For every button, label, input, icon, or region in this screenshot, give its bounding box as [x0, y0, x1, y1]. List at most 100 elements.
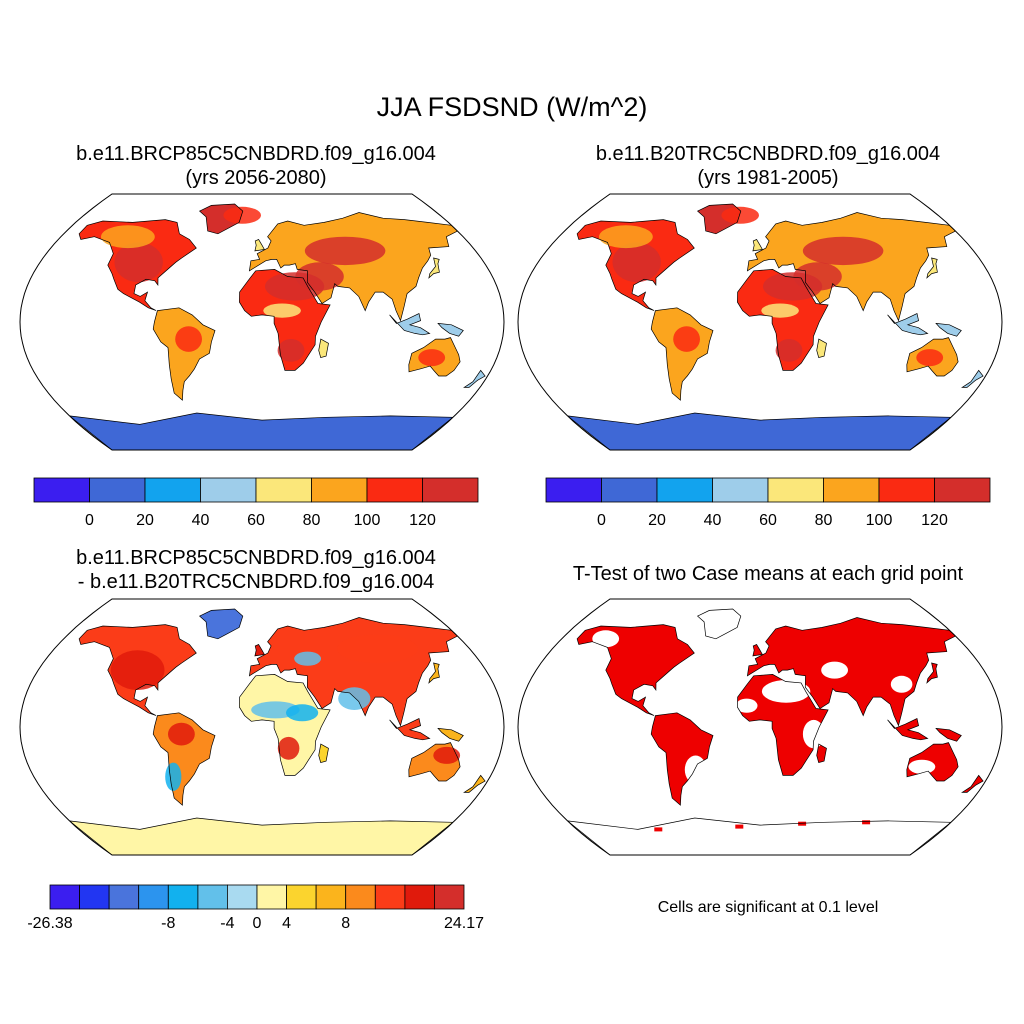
- colorbar-tick-label: 120: [921, 512, 948, 529]
- panel1-case-name: b.e11.BRCP85C5CNBDRD.f09_g16.004: [76, 143, 436, 165]
- land-newZealand: [962, 370, 984, 388]
- land-southAmerica: [651, 712, 713, 806]
- colorbar-1: 0 20 40 60 80 100 120: [33, 477, 479, 529]
- colorbar-swatch: [226, 884, 258, 910]
- field-patch: [721, 206, 759, 224]
- colorbar-swatch: [601, 477, 658, 503]
- field-patch: [916, 349, 944, 367]
- land-britain: [752, 239, 763, 251]
- land-britain: [254, 239, 265, 251]
- significant-cell: [862, 820, 871, 825]
- land-britain: [254, 644, 265, 656]
- panel2-title: b.e11.B20TRC5CNBDRD.f09_g16.004 (yrs 198…: [512, 142, 1024, 190]
- colorbar-swatch: [545, 477, 602, 503]
- land-indonesia: [887, 718, 928, 740]
- coastline-southAmerica: [650, 712, 714, 806]
- coastline-africa: [239, 269, 331, 371]
- coastline-northAmerica: [576, 624, 695, 716]
- coastline-madagascar: [816, 743, 827, 764]
- colorbar-swatch: [878, 477, 935, 503]
- globe-outline: [19, 598, 505, 856]
- coastline-madagascar: [816, 338, 827, 359]
- colorbar-swatch: [767, 477, 824, 503]
- coastline-australia: [408, 337, 461, 377]
- field-patch: [337, 634, 418, 663]
- coastline-southAmerica: [152, 712, 216, 806]
- non-significant-area: [890, 675, 913, 693]
- coastline-greenland: [696, 203, 742, 235]
- coastline-indonesia: [389, 717, 431, 741]
- coastline-northAmerica: [78, 219, 197, 311]
- colorbar-swatch: [49, 884, 81, 910]
- field-patch: [599, 225, 653, 249]
- coastline-greenland: [696, 608, 742, 640]
- land-japan: [428, 258, 440, 278]
- colorbar-swatch: [256, 884, 288, 910]
- coastline-newZealand: [463, 369, 486, 388]
- field-patch: [612, 242, 661, 283]
- colorbar-tick-label: 0: [85, 512, 94, 529]
- colorbar-swatch: [144, 477, 201, 503]
- coastline-antarctica: [68, 412, 454, 450]
- coastline-indonesia: [389, 312, 431, 336]
- coastline-newZealand: [961, 369, 984, 388]
- colorbar-3: -26.38 -8 -4 0 4 8 24.17: [27, 884, 484, 932]
- colorbar-tick-label: 40: [192, 512, 210, 529]
- colorbar-swatch: [255, 477, 312, 503]
- colorbar-tick-label: 80: [303, 512, 321, 529]
- land-antarctica: [567, 413, 951, 450]
- coastline-newZealand: [961, 774, 984, 793]
- colorbar-swatch: [197, 884, 228, 910]
- field-patch: [802, 236, 884, 266]
- field-patch: [433, 746, 461, 764]
- colorbar-swatch: [433, 884, 465, 910]
- land-newGuinea: [936, 728, 962, 742]
- figure-title: JJA FSDSND (W/m^2): [376, 92, 648, 122]
- coastline-eurasia: [248, 617, 459, 727]
- colorbar-tick-label: 0: [597, 512, 606, 529]
- coastline-britain: [752, 644, 763, 657]
- land-madagascar: [816, 744, 827, 763]
- colorbar-2: 0 20 40 60 80 100 120: [545, 477, 991, 529]
- land-southAmerica: [651, 307, 713, 401]
- coastline-eurasia: [746, 617, 957, 727]
- globe-outline: [517, 193, 1003, 451]
- colorbar-swatch: [33, 477, 90, 503]
- colorbar-tick-label: 100: [866, 512, 893, 529]
- panel1-years: (yrs 2056-2080): [185, 167, 327, 189]
- colorbar-tick-label: 80: [815, 512, 833, 529]
- colorbar-swatch: [345, 884, 376, 910]
- land-newGuinea: [438, 323, 464, 337]
- colorbar-swatch: [89, 477, 146, 503]
- land-newZealand: [962, 775, 984, 793]
- coastline-africa: [737, 674, 829, 776]
- field-patch: [110, 650, 165, 690]
- land-madagascar: [816, 339, 827, 358]
- land-madagascar: [318, 744, 329, 763]
- land-japan: [428, 663, 440, 683]
- non-significant-area: [592, 630, 620, 648]
- land-antarctica: [567, 818, 951, 855]
- field-patch: [295, 262, 344, 291]
- colorbar-tick-label: -26.38: [27, 915, 72, 932]
- coastline-australia: [906, 742, 959, 782]
- field-patch: [277, 736, 300, 760]
- coastline-greenland: [198, 608, 244, 640]
- coastline-southAmerica: [650, 307, 714, 401]
- coastline-greenland: [198, 203, 244, 235]
- coastline-newGuinea: [437, 322, 464, 337]
- panel2-case-name: b.e11.B20TRC5CNBDRD.f09_g16.004: [595, 143, 941, 165]
- coastline-australia: [906, 337, 959, 377]
- land-eurasia: [249, 212, 458, 321]
- coastline-britain: [254, 239, 265, 252]
- colorbar-swatch: [404, 884, 435, 910]
- land-newGuinea: [438, 728, 464, 742]
- land-northAmerica: [577, 624, 695, 716]
- colorbar-tick-label: 40: [704, 512, 722, 529]
- coastline-japan: [428, 257, 440, 279]
- land-antarctica: [69, 818, 453, 855]
- coastline-northAmerica: [576, 219, 695, 311]
- land-indonesia: [887, 313, 928, 335]
- land-africa: [737, 674, 829, 776]
